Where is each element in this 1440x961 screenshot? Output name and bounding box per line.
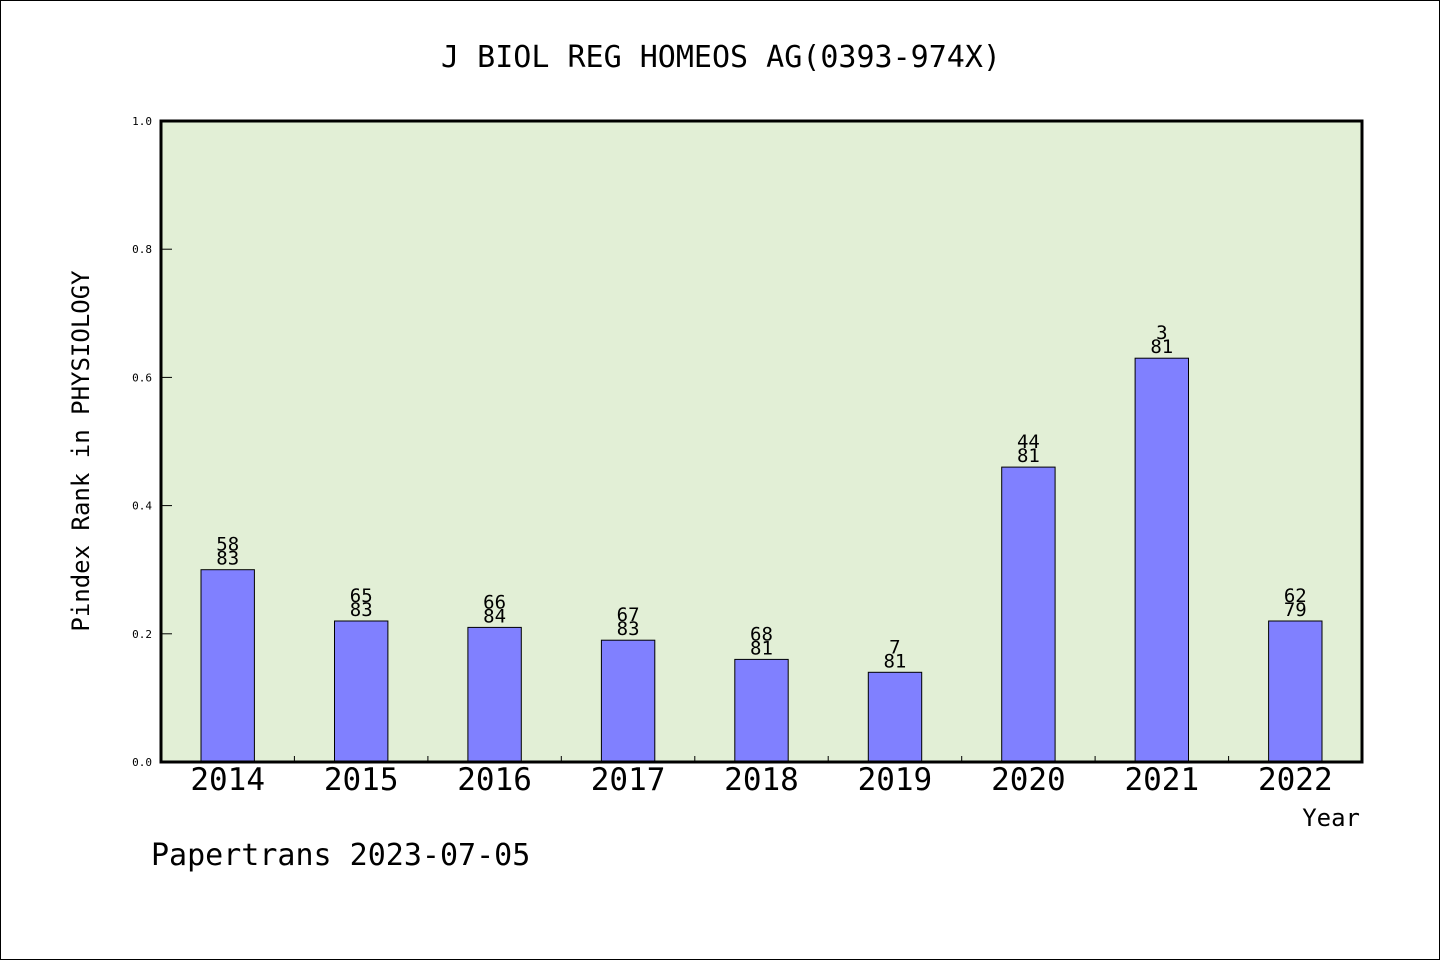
total-label-2019: 81: [883, 650, 906, 672]
bar-2022: [1268, 620, 1323, 763]
x-tick-label-2015: 2015: [324, 762, 399, 798]
bar-2018: [734, 658, 789, 763]
x-tick-label-2018: 2018: [724, 762, 799, 798]
bar-2015: [334, 620, 389, 763]
rank-label-2016: 66: [483, 591, 506, 613]
rank-label-2022: 62: [1284, 585, 1307, 607]
x-tick-label-2017: 2017: [591, 762, 666, 798]
bar-2020: [1001, 466, 1056, 763]
total-label-2017: 83: [617, 618, 640, 640]
total-label-2021: 81: [1150, 336, 1173, 358]
bar-2014: [200, 569, 255, 763]
total-label-2014: 83: [216, 548, 239, 570]
x-tick-label-2014: 2014: [190, 762, 265, 798]
total-label-2020: 81: [1017, 445, 1040, 467]
y-tick-label: 1.0: [132, 115, 152, 128]
y-tick-label: 0.6: [132, 371, 152, 384]
ticks-layer: 2014 2015 2016 2017 2018 2019 2020 2021 2022 0.0 0…: [132, 115, 1333, 798]
rank-label-2020: 44: [1017, 431, 1040, 453]
y-axis-label: Pindex Rank in PHYSIOLOGY: [67, 270, 95, 632]
bar-2021: [1134, 357, 1189, 763]
bar-2019: [867, 671, 923, 763]
x-tick-label-2022: 2022: [1258, 762, 1333, 798]
total-label-2016: 84: [483, 605, 506, 627]
bar-2016: [467, 626, 522, 763]
total-label-2022: 79: [1284, 599, 1307, 621]
bars-layer: [200, 357, 1323, 763]
footer-watermark: Papertrans 2023-07-05: [151, 838, 530, 873]
bar-2017: [600, 639, 656, 763]
x-tick-label-2021: 2021: [1124, 762, 1199, 798]
rank-label-2015: 65: [350, 585, 373, 607]
total-label-2015: 83: [350, 599, 373, 621]
y-tick-label: 0.8: [132, 243, 152, 256]
y-tick-label: 0.0: [132, 756, 152, 769]
plot-border: [159, 119, 1364, 764]
y-tick-label: 0.4: [132, 500, 152, 513]
x-tick-label-2016: 2016: [457, 762, 532, 798]
rank-label-2021: 3: [1156, 322, 1167, 344]
y-tick-label: 0.2: [132, 628, 152, 641]
x-tick-label-2019: 2019: [858, 762, 933, 798]
x-axis-label: Year: [1302, 804, 1360, 832]
rank-label-2019: 7: [889, 636, 900, 658]
rank-label-2014: 58: [216, 534, 239, 556]
rank-label-2018: 68: [750, 623, 773, 645]
total-label-2018: 81: [750, 637, 773, 659]
x-tick-label-2020: 2020: [991, 762, 1066, 798]
chart-title: J BIOL REG HOMEOS AG(0393-974X): [441, 40, 1001, 75]
rank-label-2017: 67: [617, 604, 640, 626]
